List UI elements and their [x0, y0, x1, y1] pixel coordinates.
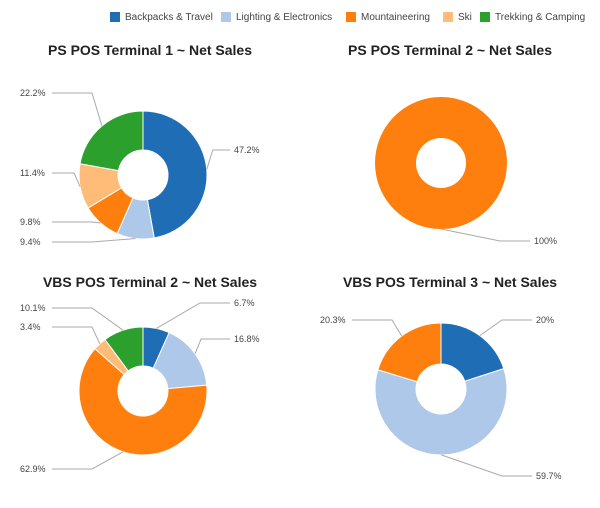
slice-label: 9.4% [20, 237, 41, 247]
leader-line [52, 307, 124, 331]
legend-swatch [480, 12, 490, 22]
legend-label: Mountaineering [361, 11, 430, 23]
chart-title-ps-pos-terminal-1: PS POS Terminal 1 ~ Net Sales [48, 42, 252, 58]
slice-label: 47.2% [234, 145, 260, 155]
leader-line [206, 149, 230, 170]
legend-item-trekking-camping[interactable]: Trekking & Camping [480, 10, 585, 24]
legend-label: Ski [458, 11, 472, 23]
slice-label: 20% [536, 315, 554, 325]
slice-backpacks-travel[interactable] [440, 322, 505, 382]
leader-line [479, 319, 532, 337]
leader-line [52, 221, 101, 224]
chart-title-ps-pos-terminal-2: PS POS Terminal 2 ~ Net Sales [348, 42, 552, 58]
legend-item-mountaineering[interactable]: Mountaineering [346, 10, 430, 24]
leader-line [352, 319, 403, 337]
legend-swatch [110, 12, 120, 22]
slice-mountaineering[interactable] [377, 322, 442, 383]
chart-legend: Backpacks & Travel Lighting & Electronic… [0, 6, 600, 28]
leader-line [441, 454, 532, 477]
legend-swatch [221, 12, 231, 22]
legend-label: Backpacks & Travel [125, 11, 213, 23]
slice-label: 6.7% [234, 298, 255, 308]
slice-label: 22.2% [20, 88, 46, 98]
leader-line [52, 92, 103, 127]
leader-line [440, 228, 530, 242]
slice-trekking-camping[interactable] [104, 326, 144, 372]
legend-swatch [346, 12, 356, 22]
slice-label: 16.8% [234, 334, 260, 344]
legend-item-lighting-electronics[interactable]: Lighting & Electronics [221, 10, 332, 24]
chart-title-vbs-pos-terminal-2: VBS POS Terminal 2 ~ Net Sales [42, 274, 258, 290]
slice-label: 10.1% [20, 303, 46, 313]
slice-mountaineering[interactable] [375, 97, 507, 229]
leader-line [52, 238, 136, 243]
leader-line [52, 326, 101, 345]
slice-label: 3.4% [20, 322, 41, 332]
slice-label: 62.9% [20, 464, 46, 474]
leader-line [194, 338, 230, 354]
leader-line [52, 172, 81, 187]
legend-swatch [443, 12, 453, 22]
legend-label: Trekking & Camping [495, 11, 586, 23]
leader-line [156, 302, 230, 329]
slice-backpacks-travel[interactable] [142, 110, 208, 239]
slice-label: 20.3% [320, 315, 346, 325]
slice-label: 11.4% [20, 168, 45, 178]
legend-item-ski[interactable]: Ski [443, 10, 472, 24]
slice-mountaineering[interactable] [78, 348, 208, 456]
legend-label: Lighting & Electronics [236, 11, 333, 23]
slice-label: 9.8% [20, 217, 41, 227]
slice-label: 59.7% [536, 471, 562, 481]
slice-lighting-electronics[interactable] [374, 367, 508, 456]
legend-item-backpacks-travel[interactable]: Backpacks & Travel [110, 10, 213, 24]
slice-trekking-camping[interactable] [79, 110, 144, 172]
chart-title-vbs-pos-terminal-3: VBS POS Terminal 3 ~ Net Sales [342, 274, 558, 290]
slice-label: 100% [534, 236, 557, 246]
leader-line [52, 451, 124, 470]
